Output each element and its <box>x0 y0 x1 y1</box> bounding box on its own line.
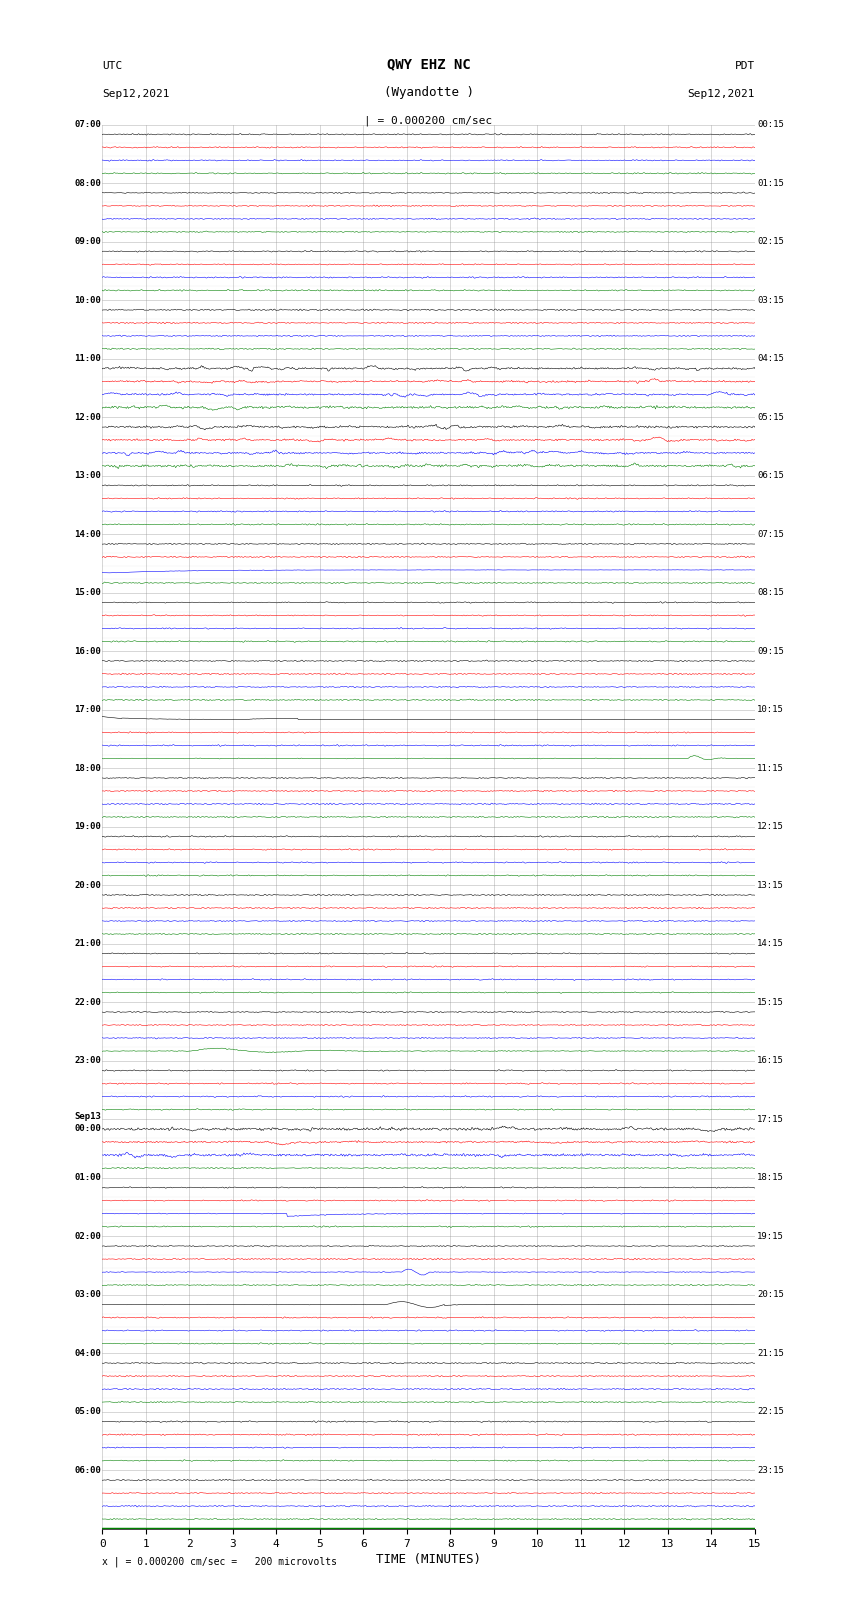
X-axis label: TIME (MINUTES): TIME (MINUTES) <box>376 1553 481 1566</box>
Text: 08:00: 08:00 <box>75 179 101 187</box>
Text: 10:00: 10:00 <box>75 295 101 305</box>
Text: 12:15: 12:15 <box>757 823 784 831</box>
Text: 19:15: 19:15 <box>757 1232 784 1240</box>
Text: 07:00: 07:00 <box>75 119 101 129</box>
Text: 17:00: 17:00 <box>75 705 101 715</box>
Text: 05:00: 05:00 <box>75 1407 101 1416</box>
Text: 14:00: 14:00 <box>75 529 101 539</box>
Text: 02:15: 02:15 <box>757 237 784 247</box>
Text: 05:15: 05:15 <box>757 413 784 421</box>
Text: 22:00: 22:00 <box>75 998 101 1007</box>
Text: PDT: PDT <box>734 61 755 71</box>
Text: 01:15: 01:15 <box>757 179 784 187</box>
Text: 06:15: 06:15 <box>757 471 784 481</box>
Text: 03:00: 03:00 <box>75 1290 101 1300</box>
Text: 09:00: 09:00 <box>75 237 101 247</box>
Text: 06:00: 06:00 <box>75 1466 101 1474</box>
Text: x | = 0.000200 cm/sec =   200 microvolts: x | = 0.000200 cm/sec = 200 microvolts <box>102 1557 337 1568</box>
Text: 15:00: 15:00 <box>75 589 101 597</box>
Text: 13:15: 13:15 <box>757 881 784 890</box>
Text: 20:15: 20:15 <box>757 1290 784 1300</box>
Text: 15:15: 15:15 <box>757 998 784 1007</box>
Text: 00:15: 00:15 <box>757 119 784 129</box>
Text: 19:00: 19:00 <box>75 823 101 831</box>
Text: 11:00: 11:00 <box>75 355 101 363</box>
Text: 21:00: 21:00 <box>75 939 101 948</box>
Text: | = 0.000200 cm/sec: | = 0.000200 cm/sec <box>365 116 493 126</box>
Text: 16:00: 16:00 <box>75 647 101 656</box>
Text: Sep12,2021: Sep12,2021 <box>688 89 755 100</box>
Text: 13:00: 13:00 <box>75 471 101 481</box>
Text: 12:00: 12:00 <box>75 413 101 421</box>
Text: 00:00: 00:00 <box>75 1124 101 1132</box>
Text: Sep12,2021: Sep12,2021 <box>102 89 170 100</box>
Text: 10:15: 10:15 <box>757 705 784 715</box>
Text: 04:15: 04:15 <box>757 355 784 363</box>
Text: UTC: UTC <box>102 61 122 71</box>
Text: 03:15: 03:15 <box>757 295 784 305</box>
Text: 02:00: 02:00 <box>75 1232 101 1240</box>
Text: 01:00: 01:00 <box>75 1173 101 1182</box>
Text: 14:15: 14:15 <box>757 939 784 948</box>
Text: 07:15: 07:15 <box>757 529 784 539</box>
Text: 20:00: 20:00 <box>75 881 101 890</box>
Text: QWY EHZ NC: QWY EHZ NC <box>387 56 470 71</box>
Text: 23:00: 23:00 <box>75 1057 101 1065</box>
Text: 04:00: 04:00 <box>75 1348 101 1358</box>
Text: 16:15: 16:15 <box>757 1057 784 1065</box>
Text: 17:15: 17:15 <box>757 1115 784 1124</box>
Text: 11:15: 11:15 <box>757 763 784 773</box>
Text: 09:15: 09:15 <box>757 647 784 656</box>
Text: 22:15: 22:15 <box>757 1407 784 1416</box>
Text: 21:15: 21:15 <box>757 1348 784 1358</box>
Text: (Wyandotte ): (Wyandotte ) <box>383 87 473 100</box>
Text: 18:15: 18:15 <box>757 1173 784 1182</box>
Text: 08:15: 08:15 <box>757 589 784 597</box>
Text: 18:00: 18:00 <box>75 763 101 773</box>
Text: Sep13: Sep13 <box>75 1111 101 1121</box>
Text: 23:15: 23:15 <box>757 1466 784 1474</box>
